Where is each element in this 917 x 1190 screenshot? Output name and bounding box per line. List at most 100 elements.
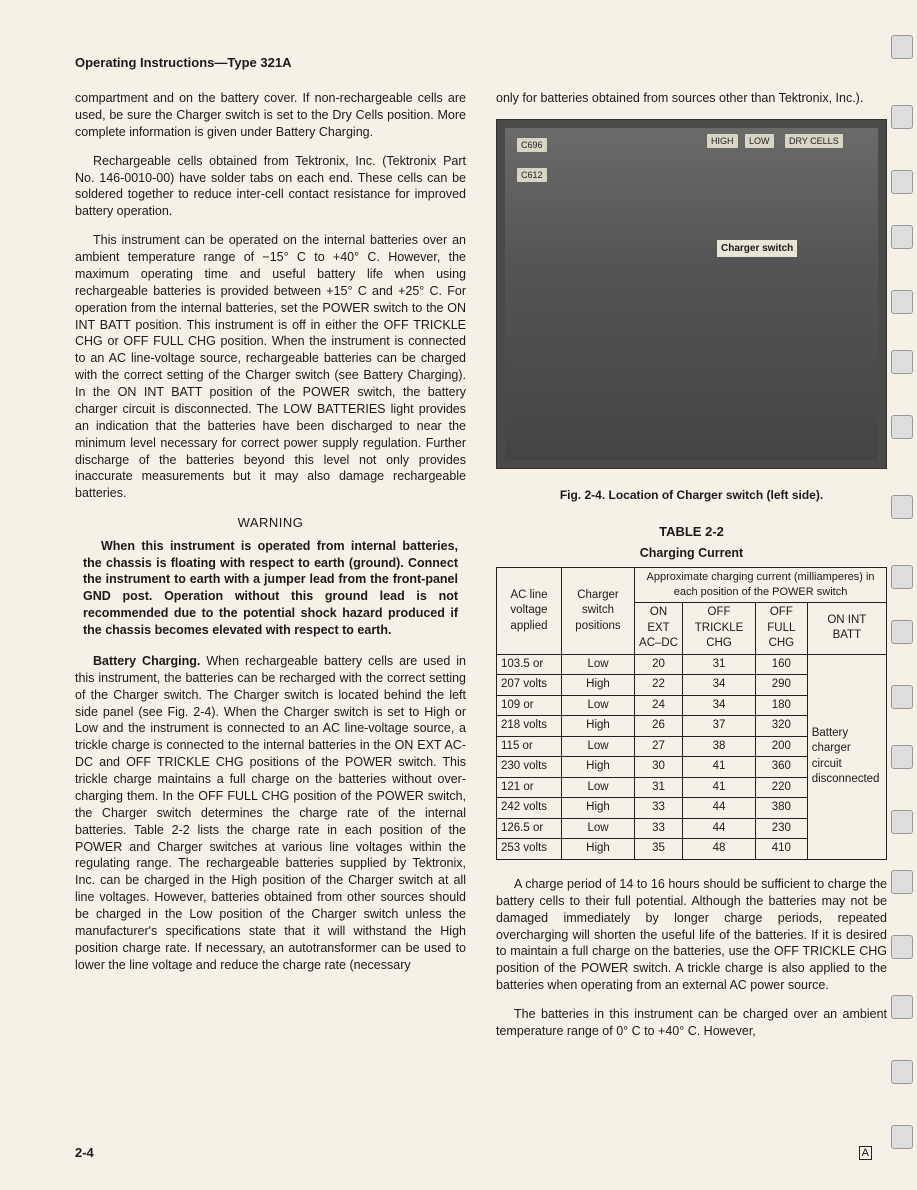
binder-hole — [891, 495, 913, 519]
table-cell: 38 — [683, 736, 756, 757]
table-cell: 109 or — [497, 695, 562, 716]
table-cell: 230 — [756, 818, 808, 839]
table-subtitle: Charging Current — [496, 545, 887, 562]
table-cell: Low — [561, 777, 634, 798]
table-cell: 34 — [683, 675, 756, 696]
table-header-cell: Approximate charging current (milliamper… — [635, 568, 887, 603]
page-number: 2-4 — [75, 1145, 94, 1160]
paragraph-lead: Battery Charging. — [93, 654, 200, 668]
figure-image-area — [505, 128, 878, 460]
table-cell: High — [561, 675, 634, 696]
table-cell: 380 — [756, 798, 808, 819]
table-cell: 37 — [683, 716, 756, 737]
body-paragraph: only for batteries obtained from sources… — [496, 90, 887, 107]
binder-hole — [891, 1125, 913, 1149]
binder-edge — [887, 0, 917, 1190]
binder-hole — [891, 810, 913, 834]
binder-hole — [891, 745, 913, 769]
binder-hole — [891, 620, 913, 644]
binder-hole — [891, 565, 913, 589]
table-cell: Low — [561, 654, 634, 675]
binder-hole — [891, 350, 913, 374]
table-cell: 200 — [756, 736, 808, 757]
warning-heading: WARNING — [75, 514, 466, 532]
table-cell: 31 — [635, 777, 683, 798]
table-cell: High — [561, 757, 634, 778]
two-column-body: compartment and on the battery cover. If… — [75, 90, 887, 1052]
binder-hole — [891, 935, 913, 959]
body-paragraph: compartment and on the battery cover. If… — [75, 90, 466, 141]
table-cell: 35 — [635, 839, 683, 860]
table-note-cell: Batterychargercircuitdisconnected — [807, 654, 886, 859]
table-cell: 115 or — [497, 736, 562, 757]
table-cell: High — [561, 798, 634, 819]
table-cell: 230 volts — [497, 757, 562, 778]
table-cell: 24 — [635, 695, 683, 716]
table-cell: 253 volts — [497, 839, 562, 860]
table-cell: 30 — [635, 757, 683, 778]
binder-hole — [891, 35, 913, 59]
table-cell: 160 — [756, 654, 808, 675]
table-cell: 31 — [683, 654, 756, 675]
table-header-row: AC line voltage applied Charger switch p… — [497, 568, 887, 603]
table-cell: 218 volts — [497, 716, 562, 737]
table-cell: 126.5 or — [497, 818, 562, 839]
table-cell: 121 or — [497, 777, 562, 798]
charging-current-table: AC line voltage applied Charger switch p… — [496, 567, 887, 859]
table-cell: 207 volts — [497, 675, 562, 696]
table-cell: 44 — [683, 818, 756, 839]
table-row: 103.5 orLow2031160Batterychargercircuitd… — [497, 654, 887, 675]
table-cell: 242 volts — [497, 798, 562, 819]
table-header-cell: OFF TRICKLE CHG — [683, 603, 756, 655]
table-header-cell: Charger switch positions — [561, 568, 634, 654]
table-cell: 41 — [683, 777, 756, 798]
table-cell: 27 — [635, 736, 683, 757]
table-cell: 180 — [756, 695, 808, 716]
body-paragraph: Battery Charging. When rechargeable batt… — [75, 653, 466, 974]
table-title: TABLE 2-2 — [496, 523, 887, 541]
body-paragraph: A charge period of 14 to 16 hours should… — [496, 876, 887, 994]
binder-hole — [891, 685, 913, 709]
figure-callout: HIGH — [707, 134, 738, 148]
figure-callout: LOW — [745, 134, 774, 148]
page-header: Operating Instructions—Type 321A — [75, 55, 887, 70]
table-header-cell: ON INT BATT — [807, 603, 886, 655]
figure-callout: DRY CELLS — [785, 134, 843, 148]
left-column: compartment and on the battery cover. If… — [75, 90, 466, 1052]
table-cell: High — [561, 716, 634, 737]
table-cell: 41 — [683, 757, 756, 778]
figure-switch-label: Charger switch — [717, 240, 797, 258]
table-cell: 290 — [756, 675, 808, 696]
table-header-cell: OFF FULL CHG — [756, 603, 808, 655]
warning-text: When this instrument is operated from in… — [75, 538, 466, 639]
binder-hole — [891, 995, 913, 1019]
table-cell: 33 — [635, 798, 683, 819]
body-paragraph: This instrument can be operated on the i… — [75, 232, 466, 502]
figure-callout: C612 — [517, 168, 547, 182]
binder-hole — [891, 225, 913, 249]
table-cell: 34 — [683, 695, 756, 716]
table-cell: 220 — [756, 777, 808, 798]
manual-page: Operating Instructions—Type 321A compart… — [0, 0, 917, 1190]
figure-callout: C696 — [517, 138, 547, 152]
table-cell: 22 — [635, 675, 683, 696]
table-cell: Low — [561, 818, 634, 839]
table-cell: Low — [561, 695, 634, 716]
table-cell: High — [561, 839, 634, 860]
binder-hole — [891, 290, 913, 314]
right-column: only for batteries obtained from sources… — [496, 90, 887, 1052]
body-paragraph: The batteries in this instrument can be … — [496, 1006, 887, 1040]
table-cell: 26 — [635, 716, 683, 737]
table-header-cell: AC line voltage applied — [497, 568, 562, 654]
table-cell: 20 — [635, 654, 683, 675]
table-cell: 44 — [683, 798, 756, 819]
table-cell: 410 — [756, 839, 808, 860]
table-cell: 360 — [756, 757, 808, 778]
binder-hole — [891, 1060, 913, 1084]
table-cell: 320 — [756, 716, 808, 737]
binder-hole — [891, 170, 913, 194]
binder-hole — [891, 105, 913, 129]
page-revision-mark: A — [859, 1146, 872, 1160]
binder-hole — [891, 870, 913, 894]
binder-hole — [891, 415, 913, 439]
